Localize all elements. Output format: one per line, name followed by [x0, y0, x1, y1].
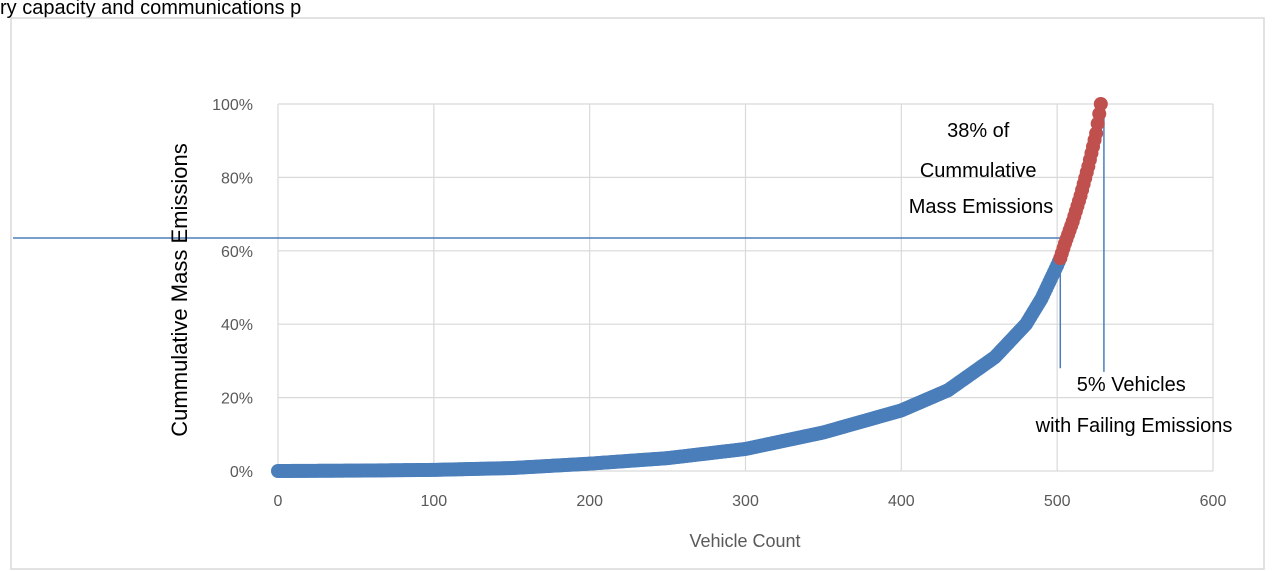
x-tick-label: 100 [420, 493, 447, 510]
annotation-mass-line-1: 38% of [947, 120, 1010, 142]
header-text-fragment: ry capacity and communications p [0, 0, 301, 19]
annotation-mass-line-2: Cummulative [920, 160, 1037, 182]
chart-area-border [10, 17, 1265, 570]
x-tick-label: 500 [1044, 493, 1071, 510]
x-axis-title: Vehicle Count [689, 531, 800, 551]
y-tick-label: 80% [221, 170, 253, 187]
series-0 [271, 251, 1068, 478]
x-tick-label: 300 [732, 493, 759, 510]
annotation-mass-emissions: 38% of Cummulative Mass Emissions [909, 120, 1053, 218]
gridlines [277, 103, 1214, 472]
y-axis-title: Cummulative Mass Emissions [167, 143, 192, 436]
y-tick-label: 0% [230, 464, 253, 481]
y-tick-label: 60% [221, 244, 253, 261]
y-tick-label: 40% [221, 317, 253, 334]
annotation-vehicles-line-2: with Failing Emissions [1035, 415, 1233, 437]
y-tick-labels: 0% 20% 40% 60% 80% 100% [212, 97, 253, 481]
annotation-vehicles-line-1: 5% Vehicles [1077, 374, 1186, 396]
data-point [1093, 97, 1108, 111]
x-tick-label: 200 [576, 493, 603, 510]
x-tick-label: 0 [274, 493, 283, 510]
data-points [271, 97, 1108, 478]
x-tick-labels: 0 100 200 300 400 500 600 [274, 493, 1227, 510]
series-1 [1053, 97, 1108, 266]
x-tick-label: 600 [1200, 493, 1227, 510]
annotation-failing-vehicles: 5% Vehicles with Failing Emissions [1035, 374, 1233, 437]
y-tick-label: 100% [212, 97, 253, 114]
y-tick-label: 20% [221, 391, 253, 408]
x-tick-label: 400 [888, 493, 915, 510]
annotation-mass-line-3: Mass Emissions [909, 196, 1053, 218]
